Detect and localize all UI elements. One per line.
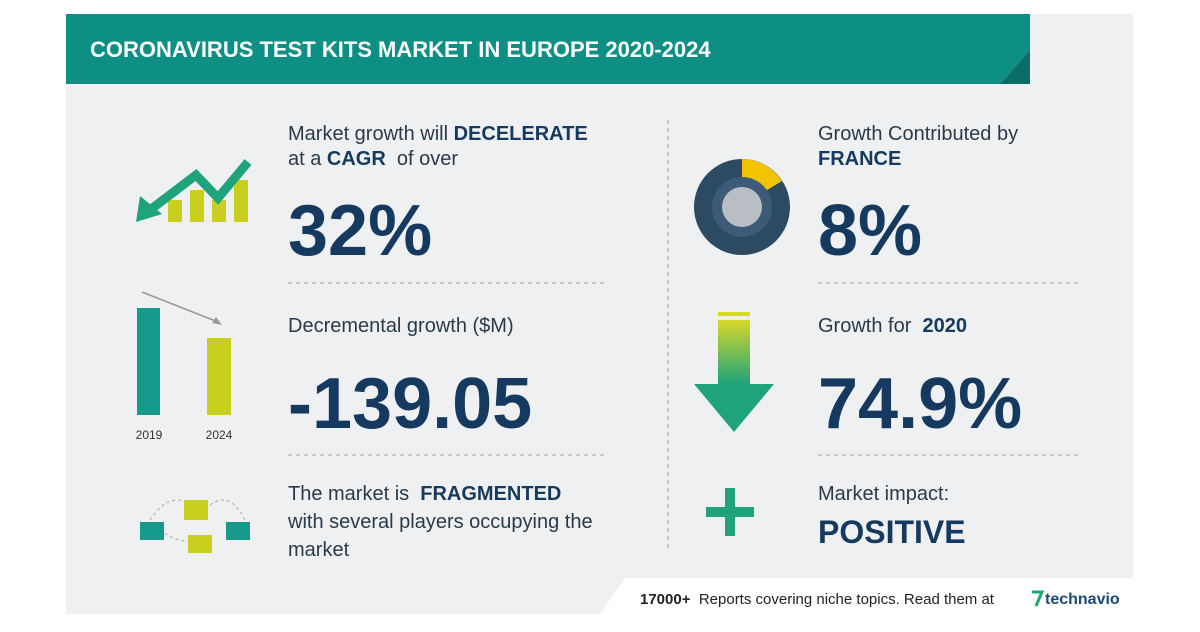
text: Growth Contributed by <box>818 123 1018 145</box>
text: The market is <box>288 483 420 505</box>
emphasis: CAGR <box>327 148 386 170</box>
panel-line: FRANCE <box>818 148 901 170</box>
value: 8% <box>818 191 922 271</box>
panel-line: Market growth will DECELERATE <box>288 123 588 145</box>
text: Growth for <box>818 315 922 337</box>
text: Market impact: <box>818 483 949 505</box>
panel-line: market <box>288 539 350 561</box>
panel-line: Growth for 2020 <box>818 315 967 337</box>
text: Market growth will <box>288 123 454 145</box>
text: at a <box>288 148 327 170</box>
footer-count: 17000+ <box>640 591 691 608</box>
value: 32% <box>288 191 432 271</box>
header-fold <box>1000 50 1030 84</box>
donut-icon <box>694 159 790 255</box>
text: of over <box>386 148 459 170</box>
emphasis: FRANCE <box>818 148 901 170</box>
panel-line: Decremental growth ($M) <box>288 315 514 337</box>
footer-bg <box>600 578 1133 614</box>
decrement-icon: 2019 2024 <box>136 291 233 442</box>
brand: technavio <box>1045 591 1120 608</box>
panel-line: at a CAGR of over <box>288 148 458 170</box>
text: with several players occupying the <box>287 511 593 533</box>
value: -139.05 <box>288 364 532 444</box>
brand-mark <box>1032 590 1045 607</box>
emphasis: FRAGMENTED <box>420 483 561 505</box>
footer: 17000+ Reports covering niche topics. Re… <box>640 591 995 608</box>
text: Decremental growth ($M) <box>288 315 514 337</box>
texts: Market growth will DECELERATE at a CAGR o… <box>287 123 1018 561</box>
emphasis: 2020 <box>922 315 967 337</box>
panel-line: The market is FRAGMENTED <box>288 483 561 505</box>
title: CORONAVIRUS TEST KITS MARKET IN EUROPE 2… <box>90 37 711 62</box>
emphasis: DECELERATE <box>454 123 588 145</box>
panel-line: Growth Contributed by <box>818 123 1018 145</box>
value: 74.9% <box>818 364 1022 444</box>
panel-line: with several players occupying the <box>287 511 593 533</box>
text: market <box>288 539 350 561</box>
value: POSITIVE <box>818 514 966 550</box>
header-banner <box>66 14 1030 84</box>
panel-bg <box>66 14 1133 614</box>
fragmented-icon <box>140 499 250 553</box>
arrow-icon <box>694 312 774 432</box>
decelerate-icon <box>136 159 252 222</box>
icon-label: 2019 <box>136 428 163 442</box>
footer-text: Reports covering niche topics. Read them… <box>699 591 995 608</box>
panel-line: Market impact: <box>818 483 949 505</box>
plus-icon <box>706 488 754 536</box>
icon-label: 2024 <box>206 428 233 442</box>
